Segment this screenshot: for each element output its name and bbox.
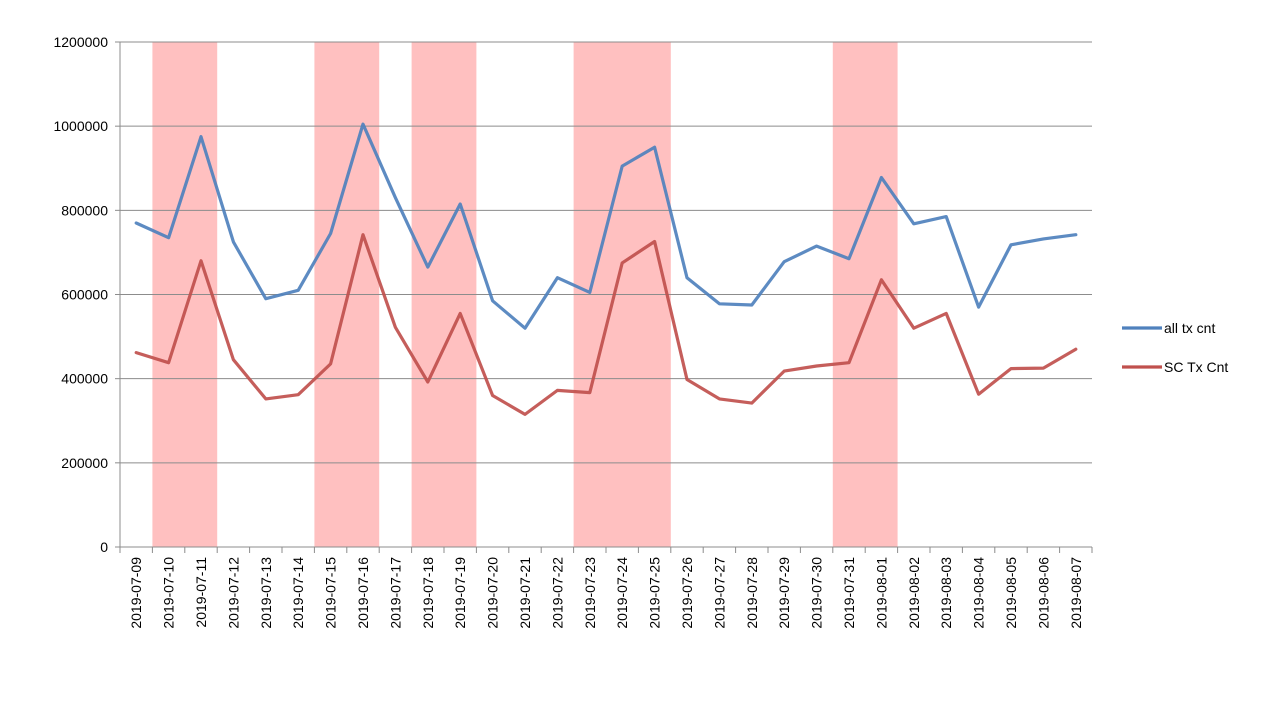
x-tick-label: 2019-08-07 [1068,557,1084,629]
x-tick-label: 2019-08-01 [873,557,889,629]
y-tick-label: 1000000 [53,118,108,134]
x-tick-label: 2019-07-13 [258,557,274,629]
x-tick-label: 2019-08-04 [971,557,987,629]
y-tick-label: 0 [100,539,108,555]
x-tick-label: 2019-07-18 [420,557,436,629]
x-tick-label: 2019-07-27 [711,557,727,629]
y-axis-ticks: 0 200000 400000 600000 800000 1000000 1200000 [53,34,120,555]
y-tick-label: 800000 [61,202,108,218]
x-tick-label: 2019-07-29 [776,557,792,629]
x-tick-label: 2019-07-22 [549,557,565,629]
x-tick-label: 2019-08-02 [906,557,922,629]
x-tick-label: 2019-07-19 [452,557,468,629]
x-tick-label: 2019-07-25 [647,557,663,629]
x-tick-label: 2019-07-16 [355,557,371,629]
series-line-all-tx-cnt [134,122,1078,330]
x-tick-label: 2019-07-30 [809,557,825,629]
x-tick-label: 2019-07-20 [485,557,501,629]
x-tick-label: 2019-07-11 [193,557,209,628]
legend: all tx cnt SC Tx Cnt [1122,320,1228,375]
series-lines [134,122,1078,416]
legend-label-all-tx-cnt: all tx cnt [1164,320,1215,336]
x-tick-label: 2019-07-09 [128,557,144,629]
x-tick-label: 2019-07-14 [290,557,306,629]
x-tick-label: 2019-08-06 [1035,557,1051,629]
x-tick-label: 2019-07-31 [841,557,857,629]
gridlines [120,41,1092,464]
x-tick-label: 2019-07-12 [225,557,241,629]
x-tick-label: 2019-07-17 [387,557,403,629]
x-tick-label: 2019-07-10 [161,557,177,629]
x-tick-label: 2019-08-05 [1003,557,1019,629]
x-tick-label: 2019-07-23 [582,557,598,629]
x-tick-label: 2019-07-26 [679,557,695,629]
x-tick-label: 2019-07-24 [614,557,630,629]
legend-label-sc-tx-cnt: SC Tx Cnt [1164,359,1228,375]
x-tick-label: 2019-07-15 [323,557,339,629]
x-tick-label: 2019-07-21 [517,557,533,629]
series-line-sc-tx-cnt [134,233,1078,416]
y-tick-label: 400000 [61,371,108,387]
y-tick-label: 1200000 [53,34,108,50]
y-tick-label: 600000 [61,287,108,303]
y-tick-label: 200000 [61,455,108,471]
x-tick-label: 2019-08-03 [938,557,954,629]
x-axis-ticks: 2019-07-09 2019-07-10 2019-07-11 2019-07-12… [119,547,1093,629]
x-tick-label: 2019-07-28 [744,557,760,629]
